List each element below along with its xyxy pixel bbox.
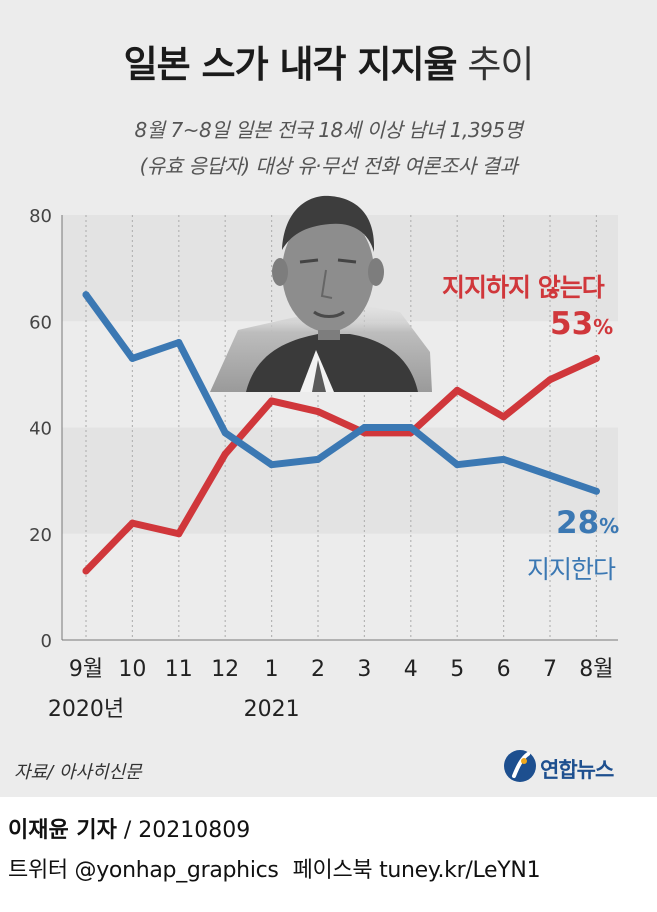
data-point-approve bbox=[82, 291, 90, 299]
title-main: 일본 스가 내각 지지율 bbox=[123, 43, 458, 86]
facebook-link[interactable]: 페이스북 tuney.kr/LeYN1 bbox=[292, 858, 541, 883]
data-point-approve bbox=[407, 424, 415, 431]
twitter-handle[interactable]: 트위터 @yonhap_graphics bbox=[8, 858, 279, 883]
yonhap-logo-icon bbox=[504, 750, 536, 782]
data-point-approve bbox=[128, 354, 136, 362]
series-label-approve: 지지한다 bbox=[527, 555, 616, 584]
x-tick-label: 1 bbox=[265, 657, 279, 682]
x-tick-label: 7 bbox=[543, 657, 557, 682]
approve-pct-number: 28 bbox=[556, 505, 600, 541]
data-point-approve bbox=[175, 339, 183, 346]
subtitle-line-2: (유효 응답자) 대상 유·무선 전화 여론조사 결과 bbox=[139, 154, 518, 178]
author-name: 이재윤 기자 bbox=[8, 818, 117, 843]
data-point-disapprove bbox=[268, 397, 276, 405]
series-value-approve: 28% bbox=[556, 505, 619, 541]
x-tick-label: 10 bbox=[118, 657, 146, 682]
series-lines bbox=[82, 291, 600, 575]
subtitle-line-1: 8월 7~8일 일본 전국 18세 이상 남녀 1,395명 bbox=[134, 118, 523, 142]
data-point-disapprove bbox=[500, 413, 508, 421]
data-point-disapprove bbox=[314, 408, 322, 416]
data-point-approve bbox=[500, 455, 508, 463]
data-point-disapprove bbox=[82, 567, 90, 575]
y-tick-label: 0 bbox=[41, 631, 52, 652]
author-credit: 이재윤 기자 / 20210809 bbox=[8, 812, 250, 844]
data-point-approve bbox=[268, 461, 276, 469]
x-tick-label: 2 bbox=[311, 657, 325, 682]
data-point-disapprove bbox=[128, 519, 136, 527]
data-point-disapprove bbox=[221, 450, 229, 458]
infographic-card bbox=[0, 0, 657, 797]
data-point-approve bbox=[453, 461, 461, 469]
series-line-disapprove bbox=[82, 354, 600, 575]
approve-pct-sign: % bbox=[599, 514, 620, 538]
chart-title: 일본 스가 내각 지지율 추이 bbox=[0, 34, 657, 88]
data-point-disapprove bbox=[175, 530, 183, 538]
disapprove-pct-number: 53 bbox=[550, 306, 594, 342]
data-point-approve bbox=[360, 424, 368, 431]
publish-date: / 20210809 bbox=[116, 818, 251, 843]
x-tick-label: 8월 bbox=[579, 657, 613, 682]
y-tick-label: 80 bbox=[29, 206, 52, 227]
y-axis-labels: 0 20 40 60 80 bbox=[29, 206, 52, 652]
x-tick-label: 6 bbox=[497, 657, 511, 682]
year-label: 2021 bbox=[244, 697, 300, 722]
x-tick-label: 3 bbox=[357, 657, 371, 682]
series-line-approve bbox=[82, 291, 600, 495]
data-point-approve bbox=[314, 455, 322, 463]
title-suffix: 추이 bbox=[467, 43, 534, 86]
data-point-approve bbox=[592, 487, 600, 495]
social-links: 트위터 @yonhap_graphics 페이스북 tuney.kr/LeYN1 bbox=[8, 852, 541, 884]
data-point-approve bbox=[221, 429, 229, 437]
data-point-disapprove bbox=[546, 376, 554, 384]
x-tick-label: 9월 bbox=[69, 657, 103, 682]
data-point-disapprove bbox=[453, 386, 461, 394]
series-value-disapprove: 53% bbox=[550, 306, 613, 342]
source-note: 자료/ 아사히신문 bbox=[14, 762, 142, 783]
x-tick-label: 11 bbox=[165, 657, 193, 682]
x-tick-label: 12 bbox=[211, 657, 239, 682]
y-tick-label: 40 bbox=[29, 419, 52, 440]
x-tick-label: 4 bbox=[404, 657, 418, 682]
y-tick-label: 20 bbox=[29, 525, 52, 546]
data-point-disapprove bbox=[592, 354, 600, 362]
data-point-approve bbox=[546, 471, 554, 479]
y-tick-label: 60 bbox=[29, 312, 52, 333]
x-tick-label: 5 bbox=[450, 657, 464, 682]
year-label: 2020년 bbox=[48, 697, 124, 722]
disapprove-pct-sign: % bbox=[593, 315, 614, 339]
portrait-photo bbox=[210, 195, 432, 392]
yonhap-logo-text: 연합뉴스 bbox=[540, 758, 614, 782]
series-label-disapprove: 지지하지 않는다 bbox=[442, 273, 605, 302]
